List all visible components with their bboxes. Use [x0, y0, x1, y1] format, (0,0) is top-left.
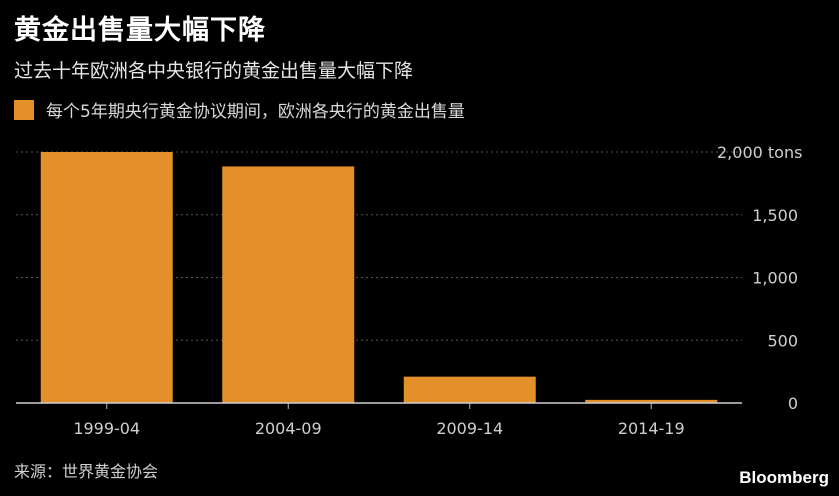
bar — [403, 376, 536, 403]
legend-swatch — [14, 99, 34, 120]
x-tick-label: 2004-09 — [255, 419, 322, 438]
legend-label: 每个5年期央行黄金协议期间，欧洲各央行的黄金出售量 — [46, 102, 465, 122]
y-tick-label: 2,000 tons — [717, 143, 802, 162]
x-tick-label: 2014-19 — [618, 419, 685, 438]
chart-subtitle: 过去十年欧洲各中央银行的黄金出售量大幅下降 — [14, 60, 414, 82]
y-tick-label: 500 — [767, 331, 798, 350]
bar — [585, 399, 718, 403]
y-tick-label: 1,500 — [752, 206, 798, 225]
bar — [222, 166, 355, 403]
x-tick-label: 2009-14 — [436, 419, 503, 438]
legend: 每个5年期央行黄金协议期间，欧洲各央行的黄金出售量 — [14, 97, 465, 122]
source-note: 来源：世界黄金协会 — [14, 462, 159, 481]
chart-title: 黄金出售量大幅下降 — [14, 15, 266, 46]
x-tick-label: 1999-04 — [73, 419, 140, 438]
y-tick-label: 0 — [788, 394, 798, 413]
bloomberg-logo: Bloomberg — [739, 468, 829, 487]
bar — [40, 152, 173, 403]
y-tick-label: 1,000 — [752, 269, 798, 288]
